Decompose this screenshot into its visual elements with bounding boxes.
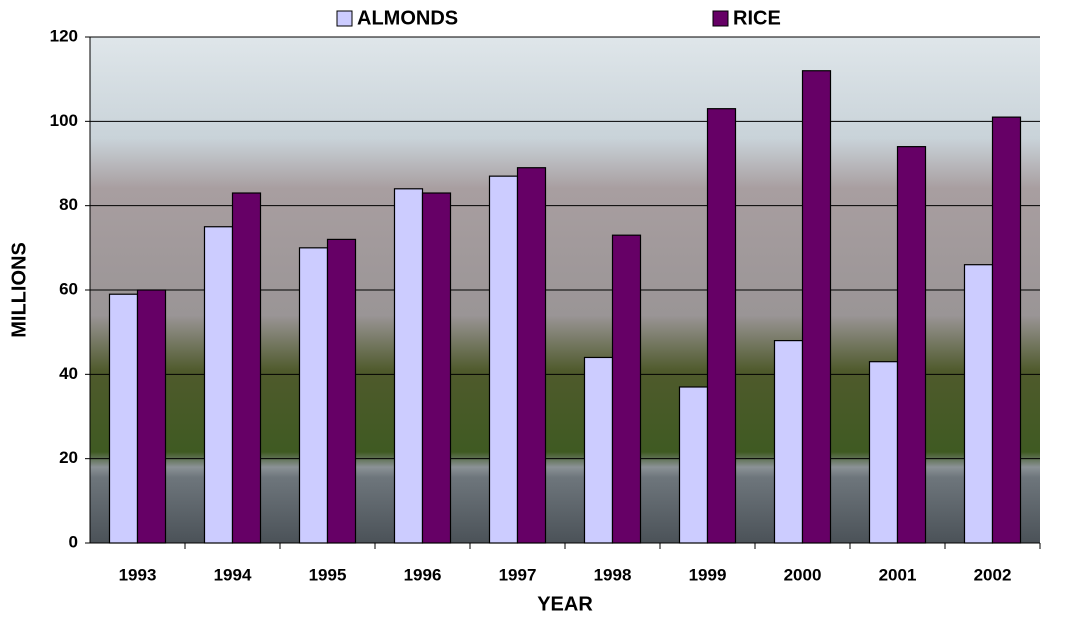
bar xyxy=(775,341,803,543)
y-tick-label: 0 xyxy=(69,532,78,551)
x-tick-label: 1993 xyxy=(119,565,157,584)
bar xyxy=(898,147,926,543)
bar xyxy=(328,239,356,543)
bar xyxy=(395,189,423,543)
bar xyxy=(300,248,328,543)
x-tick-label: 2002 xyxy=(974,565,1012,584)
x-tick-label: 1996 xyxy=(404,565,442,584)
chart: MILLIONS YEAR 0 20 40 60 80 100 120 1993 1994 199… xyxy=(0,0,1076,617)
bar xyxy=(423,193,451,543)
bar xyxy=(993,117,1021,543)
x-tick-label: 1999 xyxy=(689,565,727,584)
x-tick-label: 1994 xyxy=(214,565,252,584)
legend-label: ALMONDS xyxy=(357,7,458,29)
bar xyxy=(708,109,736,543)
y-tick-label: 20 xyxy=(59,448,78,467)
y-axis-label: MILLIONS xyxy=(8,242,30,338)
bar xyxy=(803,71,831,543)
y-tick-label: 120 xyxy=(50,26,78,45)
bar xyxy=(233,193,261,543)
bar xyxy=(870,362,898,543)
bar xyxy=(490,176,518,543)
y-tick-label: 60 xyxy=(59,279,78,298)
bar xyxy=(518,168,546,543)
legend-label: RICE xyxy=(733,7,781,29)
y-tick-label: 100 xyxy=(50,111,78,130)
bar xyxy=(613,235,641,543)
y-tick-label: 80 xyxy=(59,195,78,214)
x-tick-label: 1998 xyxy=(594,565,632,584)
bar xyxy=(680,387,708,543)
bar xyxy=(585,357,613,543)
x-tick-label: 2001 xyxy=(879,565,917,584)
x-tick-label: 1997 xyxy=(499,565,537,584)
bar xyxy=(110,294,138,543)
legend-swatch xyxy=(337,11,352,26)
bar xyxy=(205,227,233,543)
legend-swatch xyxy=(713,11,728,26)
y-tick-label: 40 xyxy=(59,364,78,383)
x-tick-label: 2000 xyxy=(784,565,822,584)
x-tick-label: 1995 xyxy=(309,565,347,584)
x-axis-label: YEAR xyxy=(537,593,593,615)
bar xyxy=(138,290,166,543)
bar xyxy=(965,265,993,543)
